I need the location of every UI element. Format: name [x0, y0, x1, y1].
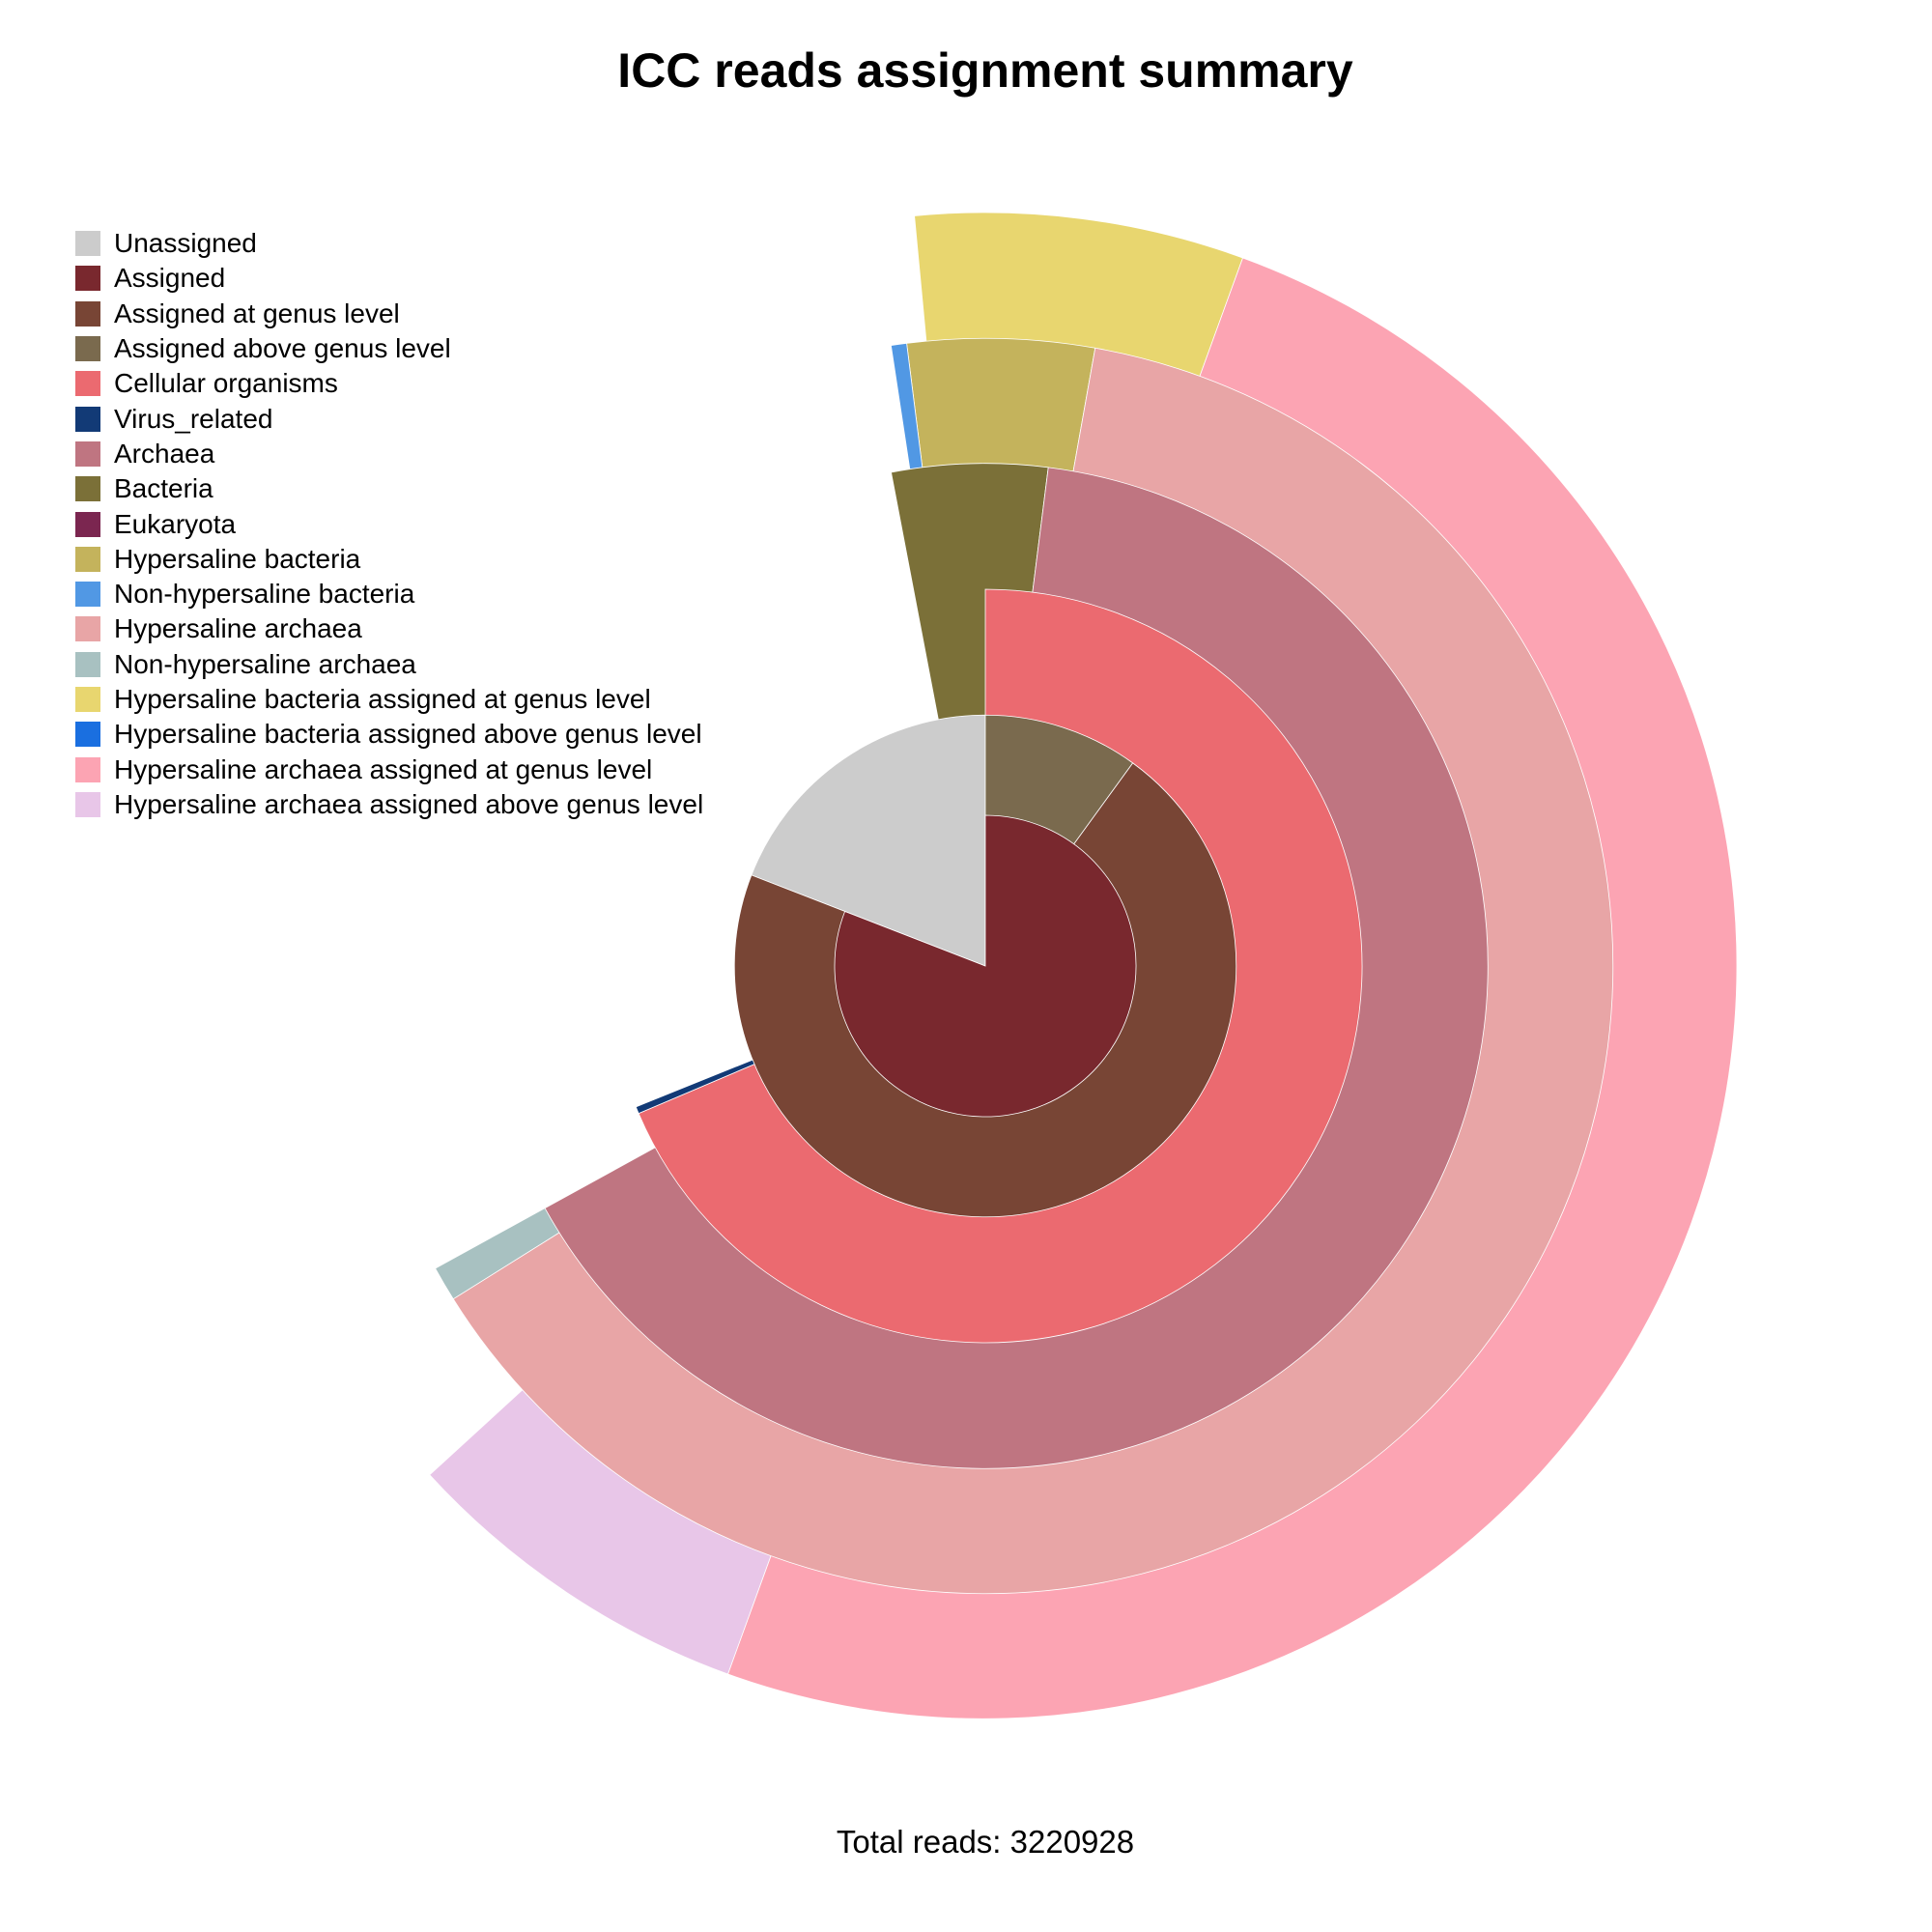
legend-swatch — [75, 406, 100, 432]
legend-item: Assigned at genus level — [75, 297, 703, 331]
legend-label: Unassigned — [114, 228, 257, 259]
legend-swatch — [75, 371, 100, 397]
legend-swatch — [75, 791, 100, 817]
legend-item: Bacteria — [75, 471, 703, 506]
legend-swatch — [75, 687, 100, 712]
legend-label: Hypersaline archaea assigned above genus… — [114, 788, 704, 819]
legend-swatch — [75, 440, 100, 467]
legend-label: Cellular organisms — [114, 368, 338, 399]
legend-label: Bacteria — [114, 473, 213, 504]
legend-swatch — [75, 651, 100, 677]
legend-item: Non-hypersaline archaea — [75, 647, 703, 682]
legend-label: Hypersaline bacteria assigned above genu… — [114, 719, 702, 750]
legend-item: Hypersaline bacteria assigned above genu… — [75, 717, 703, 752]
legend-item: Cellular organisms — [75, 366, 703, 401]
legend-label: Hypersaline bacteria — [114, 543, 361, 574]
legend-swatch — [75, 300, 100, 327]
legend-swatch — [75, 266, 100, 292]
legend-label: Non-hypersaline archaea — [114, 648, 416, 679]
legend-swatch — [75, 546, 100, 572]
legend-item: Archaea — [75, 437, 703, 471]
legend-label: Virus_related — [114, 403, 273, 434]
legend-swatch — [75, 756, 100, 782]
legend-swatch — [75, 476, 100, 502]
wedge-unassigned — [751, 714, 986, 967]
legend-item: Hypersaline bacteria — [75, 542, 703, 577]
legend-item: Hypersaline archaea — [75, 611, 703, 646]
legend: Unassigned Assigned Assigned at genus leve… — [75, 226, 703, 822]
legend-label: Eukaryota — [114, 508, 237, 539]
legend-swatch — [75, 231, 100, 257]
legend-swatch — [75, 336, 100, 362]
legend-item: Hypersaline bacteria assigned at genus l… — [75, 682, 703, 717]
legend-label: Archaea — [114, 438, 215, 469]
chart-title: ICC reads assignment summary — [617, 43, 1353, 98]
legend-item: Assigned above genus level — [75, 331, 703, 366]
legend-item: Unassigned — [75, 226, 703, 261]
legend-label: Assigned above genus level — [114, 333, 451, 364]
wedge-bacteria — [891, 463, 1049, 967]
legend-label: Hypersaline bacteria assigned at genus l… — [114, 684, 651, 714]
legend-label: Hypersaline archaea — [114, 613, 362, 644]
legend-swatch — [75, 722, 100, 748]
legend-item: Hypersaline archaea assigned above genus… — [75, 787, 703, 822]
legend-item: Non-hypersaline bacteria — [75, 577, 703, 611]
legend-swatch — [75, 616, 100, 642]
legend-swatch — [75, 511, 100, 537]
legend-label: Assigned — [114, 263, 226, 294]
wedge-assigned — [834, 814, 1137, 1118]
legend-item: Assigned — [75, 261, 703, 296]
legend-label: Non-hypersaline bacteria — [114, 579, 415, 610]
legend-item: Virus_related — [75, 401, 703, 436]
legend-label: Assigned at genus level — [114, 298, 400, 328]
legend-label: Hypersaline archaea assigned at genus le… — [114, 753, 653, 784]
total-reads-label: Total reads: 3220928 — [836, 1824, 1135, 1860]
legend-item: Eukaryota — [75, 506, 703, 541]
legend-item: Hypersaline archaea assigned at genus le… — [75, 752, 703, 786]
legend-swatch — [75, 582, 100, 608]
